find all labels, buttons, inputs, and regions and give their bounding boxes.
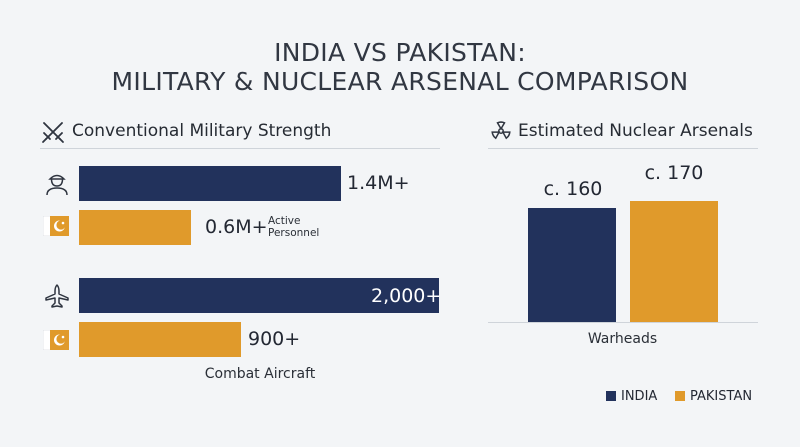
bar-india-combat-aircraft xyxy=(79,278,439,313)
bar-pakistan-combat-aircraft xyxy=(79,322,241,357)
legend-swatch-pakistan xyxy=(675,391,685,401)
pakistan-flag-icon xyxy=(43,330,69,350)
nuclear-section-title: Estimated Nuclear Arsenals xyxy=(518,121,753,141)
bar-india-warheads xyxy=(528,208,616,322)
legend-swatch-india xyxy=(606,391,616,401)
nuclear-baseline xyxy=(488,322,758,323)
legend-label-pakistan: PAKISTAN xyxy=(690,389,753,404)
value-label-india-active-personnel: 1.4M+ xyxy=(347,172,410,194)
pakistan-flag-icon xyxy=(43,216,69,236)
chart-title-line-2: MILITARY & NUCLEAR ARSENAL COMPARISON xyxy=(111,67,689,96)
value-label-pakistan-combat-aircraft: 900+ xyxy=(248,328,301,350)
bar-india-active-personnel xyxy=(79,166,341,201)
bar-pakistan-warheads xyxy=(630,201,718,322)
airplane-icon xyxy=(45,284,69,308)
bar-pakistan-active-personnel xyxy=(79,210,191,245)
nuclear-x-axis-label: Warheads xyxy=(587,331,658,347)
value-label-india-warheads: c. 160 xyxy=(543,178,603,200)
military-section-title: Conventional Military Strength xyxy=(72,121,332,141)
nuclear-section-divider xyxy=(488,148,758,149)
legend-label-india: INDIA xyxy=(621,389,658,404)
radiation-icon xyxy=(491,121,511,140)
military-section-divider xyxy=(40,148,440,149)
group-label-active-personnel: Active Personnel xyxy=(268,215,320,239)
crossed-swords-icon xyxy=(42,122,64,143)
group-label-combat-aircraft: Combat Aircraft xyxy=(204,366,316,382)
value-label-india-combat-aircraft: 2,000+ xyxy=(371,285,442,307)
chart-title-line-1: INDIA VS PAKISTAN: xyxy=(274,38,526,67)
soldier-icon xyxy=(46,174,68,196)
value-label-pakistan-active-personnel: 0.6M+ xyxy=(205,216,268,238)
value-label-pakistan-warheads: c. 170 xyxy=(644,162,704,184)
